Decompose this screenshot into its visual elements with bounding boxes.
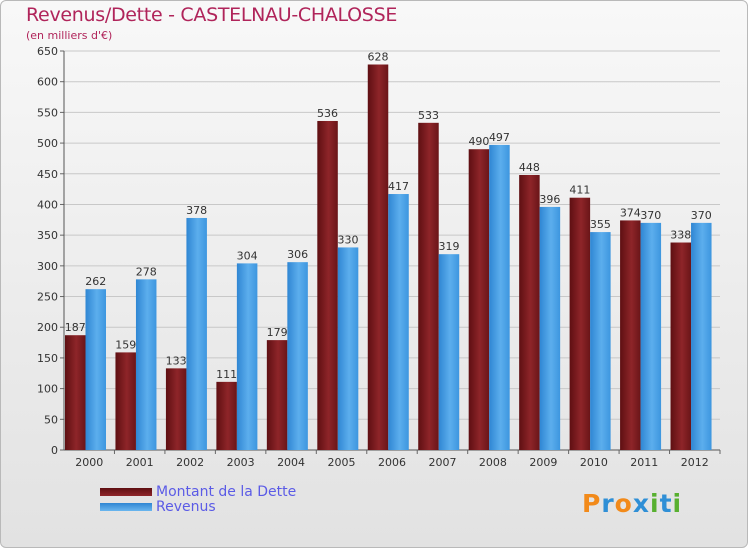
revenus-value-label: 417 — [388, 180, 409, 193]
legend-label-dette: Montant de la Dette — [156, 484, 297, 500]
revenus-bar — [590, 232, 611, 450]
legend-swatch-dette — [100, 488, 152, 496]
revenus-value-label: 378 — [186, 204, 207, 217]
y-tick-label: 150 — [37, 352, 58, 365]
dette-value-label: 536 — [317, 107, 338, 120]
dette-bar — [519, 174, 540, 450]
y-tick-label: 450 — [37, 168, 58, 181]
dette-value-label: 179 — [267, 326, 288, 339]
dette-bar — [266, 340, 288, 450]
revenus-bar — [337, 247, 359, 450]
dette-bar — [115, 352, 136, 450]
x-tick-label: 2003 — [227, 456, 255, 469]
revenus-bar — [438, 254, 460, 450]
logo-letter: i — [650, 489, 660, 518]
dette-value-label: 374 — [620, 206, 641, 219]
logo-letter: P — [582, 489, 602, 518]
revenus-value-label: 396 — [539, 193, 560, 206]
chart-subtitle: (en milliers d'€) — [26, 29, 113, 42]
revenus-bar — [287, 262, 308, 450]
revenus-value-label: 355 — [590, 218, 611, 231]
logo-letter: t — [659, 489, 673, 518]
revenus-value-label: 278 — [136, 265, 157, 278]
y-tick-label: 300 — [37, 260, 58, 273]
x-tick-label: 2009 — [529, 456, 557, 469]
dette-value-label: 448 — [519, 161, 540, 174]
y-tick-label: 200 — [37, 321, 58, 334]
revenus-bar — [186, 217, 207, 450]
dette-bar — [65, 335, 86, 450]
proxiti-logo: Proxiti — [582, 489, 682, 518]
dette-bar — [620, 220, 641, 450]
revenus-bar — [135, 279, 157, 450]
dette-value-label: 133 — [166, 354, 187, 367]
x-tick-label: 2007 — [428, 456, 456, 469]
x-tick-label: 2001 — [126, 456, 154, 469]
logo-letter: o — [614, 489, 633, 518]
y-tick-label: 400 — [37, 198, 58, 211]
dette-value-label: 111 — [216, 368, 237, 381]
dette-value-label: 490 — [468, 135, 489, 148]
x-tick-label: 2008 — [479, 456, 507, 469]
revenus-bar — [640, 222, 662, 450]
y-tick-label: 650 — [37, 45, 58, 58]
x-tick-label: 2005 — [328, 456, 356, 469]
revenus-value-label: 319 — [438, 240, 459, 253]
dette-bar — [165, 368, 187, 450]
revenus-bar — [236, 263, 258, 450]
revenus-value-label: 262 — [85, 275, 106, 288]
x-tick-label: 2011 — [630, 456, 658, 469]
y-tick-label: 500 — [37, 137, 58, 150]
revenus-value-label: 304 — [237, 249, 258, 262]
dette-value-label: 187 — [65, 321, 86, 334]
revenus-bar — [489, 144, 510, 450]
logo-letter: r — [601, 489, 615, 518]
revenus-value-label: 306 — [287, 248, 308, 261]
legend-label-revenus: Revenus — [156, 499, 216, 515]
revenus-value-label: 497 — [489, 131, 510, 144]
revenus-value-label: 370 — [691, 209, 712, 222]
dette-value-label: 533 — [418, 109, 439, 122]
axes: 0 50 100 150 200 250 300 350 400 450 500 550 600 650 2… — [37, 45, 721, 469]
legend-swatch-revenus — [100, 503, 152, 511]
y-tick-label: 250 — [37, 291, 58, 304]
logo-letter: i — [672, 489, 683, 518]
dette-bar — [418, 122, 439, 450]
y-tick-label: 550 — [37, 106, 58, 119]
dette-value-label: 338 — [670, 229, 691, 242]
y-tick-label: 0 — [51, 444, 58, 457]
y-tick-label: 50 — [44, 413, 58, 426]
y-tick-label: 350 — [37, 229, 58, 242]
logo-letter: x — [632, 489, 650, 518]
dette-value-label: 411 — [569, 184, 590, 197]
data-labels: 187 262 159 278 133 378 111 304 179 306 536 330 628 4… — [65, 51, 712, 381]
x-tick-label: 2002 — [176, 456, 204, 469]
revenus-bar — [691, 222, 712, 450]
y-tick-label: 100 — [37, 383, 58, 396]
dette-bar — [468, 149, 490, 450]
x-tick-label: 2006 — [378, 456, 406, 469]
dette-bar — [670, 242, 692, 450]
chart-title: Revenus/Dette - CASTELNAU-CHALOSSE — [26, 4, 398, 26]
x-tick-label: 2010 — [580, 456, 608, 469]
dette-bar — [367, 64, 389, 451]
revenus-value-label: 370 — [640, 209, 661, 222]
revenus-bar — [85, 289, 106, 450]
revenus-bar — [539, 206, 561, 450]
revenus-value-label: 330 — [338, 233, 359, 246]
revenus-bar — [388, 194, 409, 450]
bars — [65, 64, 712, 451]
x-tick-label: 2004 — [277, 456, 305, 469]
dette-bar — [317, 120, 338, 451]
dette-value-label: 159 — [115, 338, 136, 351]
dette-bar — [569, 197, 591, 450]
dette-value-label: 628 — [368, 51, 389, 64]
x-tick-label: 2012 — [681, 456, 709, 469]
x-tick-label: 2000 — [75, 456, 103, 469]
dette-bar — [216, 381, 237, 450]
y-tick-label: 600 — [37, 76, 58, 89]
